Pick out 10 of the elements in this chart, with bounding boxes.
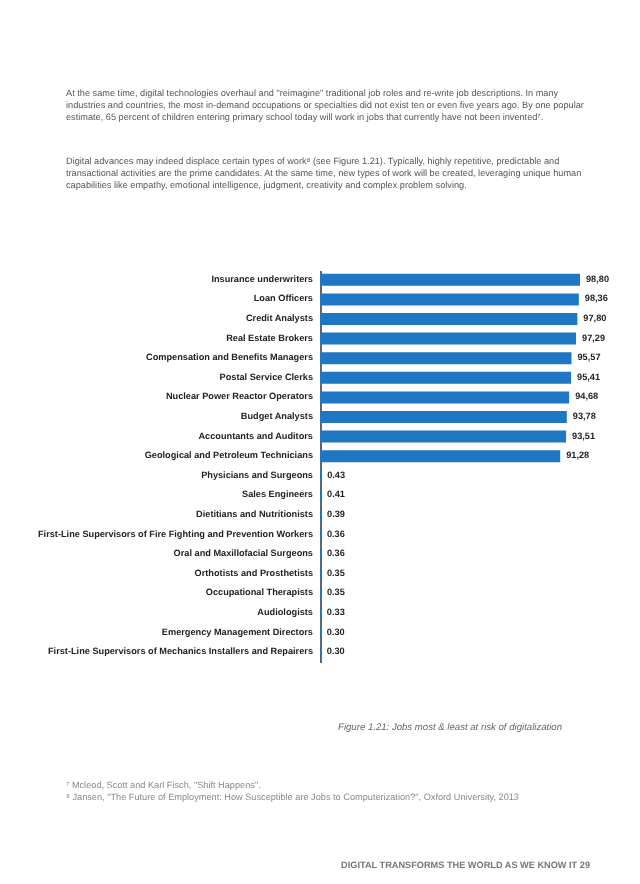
bar [320,430,567,443]
bar [320,352,572,365]
bar [320,273,580,286]
bar [320,313,578,325]
bar [320,293,579,306]
bar [320,371,572,384]
bar [320,332,577,345]
bar [320,411,567,423]
bar [320,450,561,463]
bar [320,391,570,404]
